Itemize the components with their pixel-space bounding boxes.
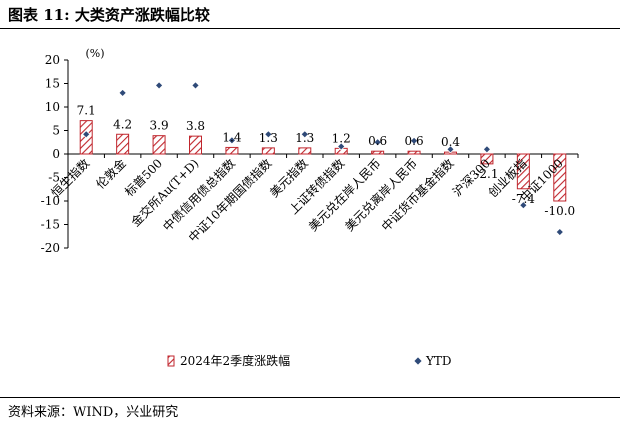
y-tick-label: -20	[41, 241, 60, 255]
bar	[225, 146, 239, 155]
ytd-point	[409, 136, 419, 146]
bar-value-label: -2.1	[475, 167, 498, 181]
bar-value-label: 1.2	[332, 131, 351, 145]
ytd-point	[82, 130, 91, 139]
bar	[553, 153, 567, 202]
bar-value-label: 3.8	[186, 119, 205, 133]
ytd-point	[154, 81, 164, 90]
bar-value-label: 1.3	[259, 131, 278, 145]
y-tick-label: -5	[48, 171, 60, 185]
bar	[480, 153, 494, 165]
y-tick-label: 10	[45, 100, 60, 114]
legend-swatch-ytd	[414, 357, 422, 365]
bar-value-label: 0.6	[405, 134, 424, 148]
source-rule	[0, 397, 620, 398]
value-labels: 7.1 4.2 3.9 3.8 1.4 1.3 1.3 1.2 0.6 0.6 0.4 -2.1 -7.…	[77, 104, 576, 218]
bar-value-label: 1.4	[222, 130, 241, 144]
bar-value-label: 0.6	[368, 134, 387, 148]
ytd-point	[519, 201, 528, 210]
bar-value-label: -7.4	[512, 192, 536, 206]
category-labels: 恒生指数 伦敦金标普500金交所Au(T+D)中债信用债总指数中证10年期国债指数…	[48, 156, 566, 245]
ytd-point	[555, 227, 564, 237]
bar-value-label: 7.1	[77, 104, 96, 118]
ytd-point	[227, 136, 237, 145]
y-tick-label: 20	[45, 53, 60, 67]
ytd-point	[446, 145, 455, 154]
asset-return-chart: (%) 20 15 10 5 0 -5 -10 -15 -20 7.1 4.2 3.9 3.8 1.4 1…	[41, 47, 579, 368]
legend-label-ytd: YTD	[425, 354, 452, 368]
y-tick-label: -15	[41, 218, 60, 232]
legend-label-quarter: 2024年2季度涨跌幅	[180, 353, 290, 368]
y-axis-unit-label: (%)	[85, 47, 104, 60]
source-note: 资料来源：WIND，兴业研究	[8, 405, 179, 420]
legend-swatch-quarter	[167, 355, 175, 367]
bar	[371, 150, 385, 155]
bar	[516, 153, 530, 190]
ytd-point	[191, 81, 200, 90]
legend: 2024年2季度涨跌幅 YTD	[167, 353, 452, 368]
y-tick-label: 15	[45, 77, 60, 91]
ytd-point	[373, 138, 382, 147]
y-tick-label: -10	[41, 194, 60, 208]
bar-value-label: 0.4	[441, 135, 460, 149]
bar	[407, 150, 421, 155]
ytd-point	[264, 130, 273, 139]
bar-value-label: 3.9	[150, 119, 169, 133]
ytd-point	[300, 130, 309, 139]
bar-value-label: -10.0	[544, 204, 575, 218]
bar-value-label: 4.2	[113, 117, 132, 131]
title-rule	[0, 28, 620, 29]
y-tick-label: 0	[52, 147, 60, 161]
bar	[152, 135, 166, 155]
x-tick-label: 伦敦金	[93, 156, 129, 192]
bar	[189, 135, 202, 155]
ytd-series	[82, 81, 564, 237]
ytd-point	[337, 142, 346, 151]
y-tick-label: 5	[52, 124, 60, 138]
ytd-point	[482, 145, 492, 154]
bar	[298, 147, 312, 155]
ytd-point	[118, 88, 127, 98]
bar	[261, 147, 275, 155]
bar	[116, 133, 130, 155]
bar-value-label: 1.3	[295, 131, 314, 145]
figure-title: 图表 11: 大类资产涨跌幅比较	[8, 6, 210, 24]
